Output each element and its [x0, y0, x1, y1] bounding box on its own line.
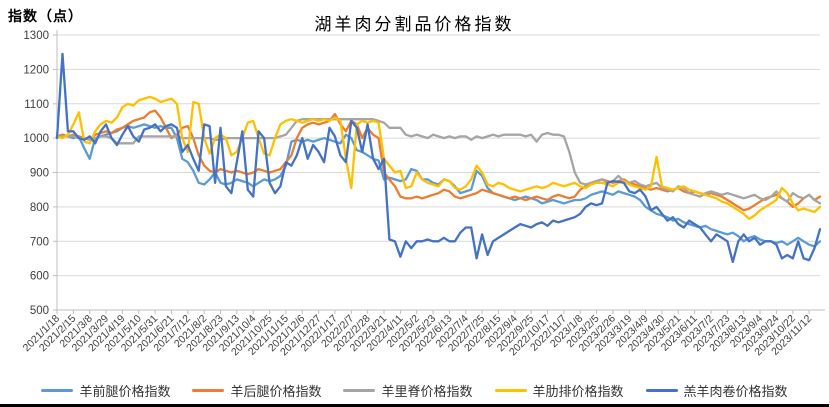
svg-text:500: 500 [30, 305, 49, 317]
svg-text:1000: 1000 [23, 133, 49, 145]
svg-text:800: 800 [30, 202, 49, 214]
legend-label: 羊前腿价格指数 [79, 384, 171, 399]
legend-line-swatch [343, 389, 376, 392]
svg-text:1200: 1200 [23, 64, 49, 76]
svg-text:700: 700 [30, 236, 49, 248]
svg-text:600: 600 [30, 271, 49, 283]
chart-legend: 羊前腿价格指数 羊后腿价格指数 羊里脊价格指数 羊肋排价格指数 羔羊肉卷价格指数 [0, 381, 829, 400]
svg-text:1300: 1300 [23, 30, 49, 42]
legend-item-front-leg: 羊前腿价格指数 [41, 381, 170, 400]
legend-item-hind-leg: 羊后腿价格指数 [192, 381, 321, 400]
svg-text:1100: 1100 [24, 99, 49, 111]
legend-line-swatch [41, 389, 74, 392]
legend-item-tenderloin: 羊里脊价格指数 [343, 381, 473, 400]
legend-label: 羊里脊价格指数 [381, 384, 473, 399]
legend-item-lamb-roll: 羔羊肉卷价格指数 [645, 381, 788, 400]
line-chart-plot: 50060070080090010001100120013002021/1/18… [21, 30, 825, 358]
legend-item-ribs: 羊肋排价格指数 [494, 381, 624, 400]
chart-title: 湖羊肉分割品价格指数 [314, 15, 515, 34]
legend-line-swatch [645, 389, 678, 392]
svg-text:900: 900 [30, 168, 49, 180]
legend-line-swatch [494, 389, 527, 392]
legend-label: 羊后腿价格指数 [230, 384, 322, 399]
legend-line-swatch [192, 389, 225, 392]
bottom-border [0, 404, 829, 407]
legend-label: 羊肋排价格指数 [532, 384, 624, 399]
y-axis-title: 指数（点） [8, 8, 83, 24]
legend-label: 羔羊肉卷价格指数 [683, 384, 788, 399]
